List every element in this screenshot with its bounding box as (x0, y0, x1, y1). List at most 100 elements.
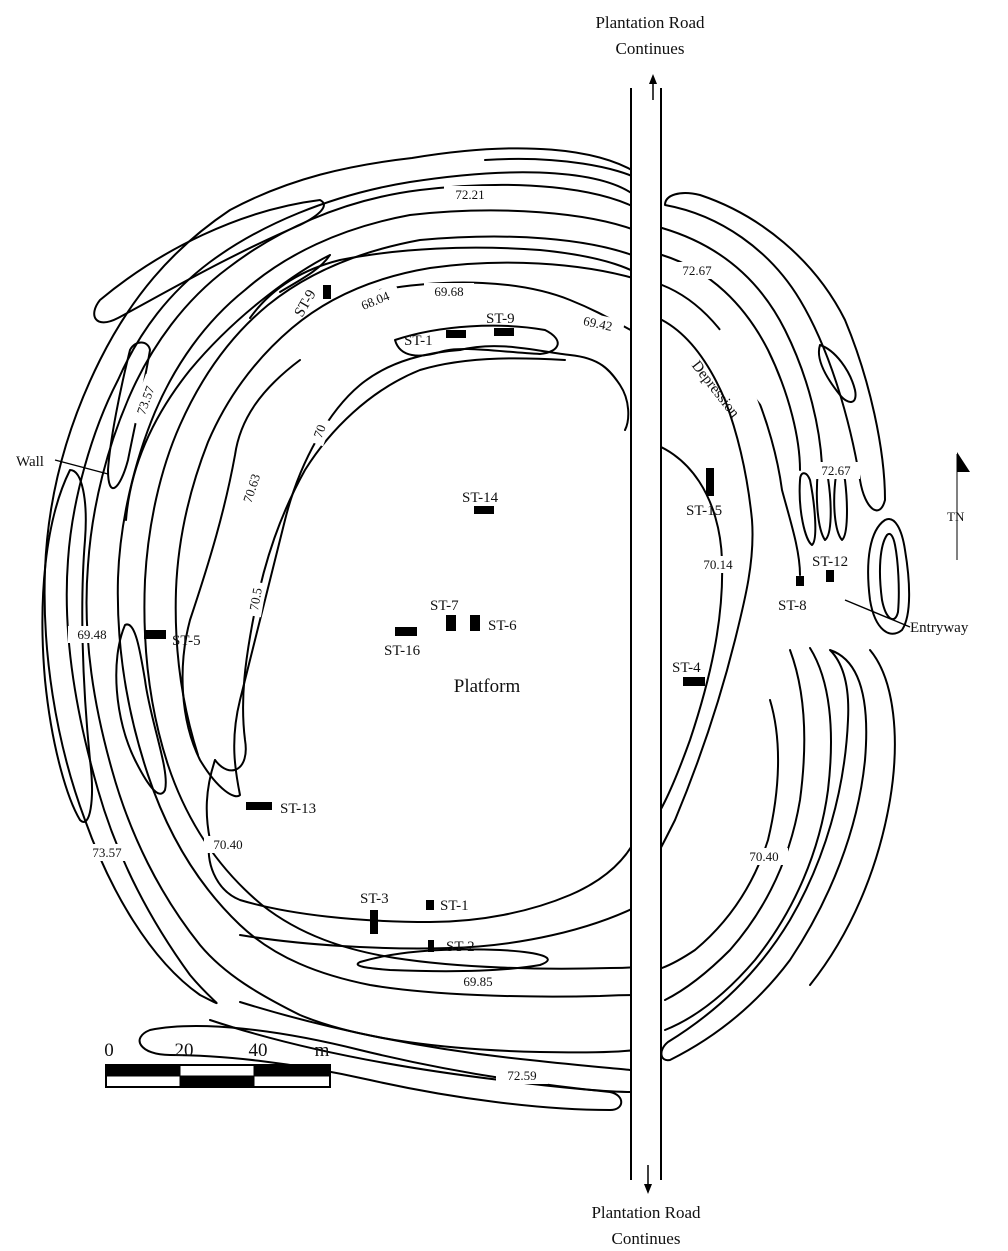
contour-label: 69.68 (434, 284, 463, 299)
scale-tick-label: 0 (104, 1040, 114, 1061)
contour-label: 72.59 (507, 1068, 536, 1083)
north-arrow: TN (947, 452, 970, 560)
contour-line (93, 199, 325, 324)
contour-line (459, 345, 630, 431)
test-pit-label: ST-14 (462, 490, 499, 506)
test-pit-marker (494, 328, 514, 336)
contour-line (639, 319, 754, 881)
contour-label: 72.67 (682, 263, 712, 278)
test-pit-marker (796, 576, 804, 586)
contour-label: 69.48 (77, 627, 106, 642)
contour-line (661, 284, 801, 576)
contour-line (214, 357, 566, 772)
contour-line (661, 699, 779, 969)
wall-label: Wall (16, 454, 44, 470)
entryway-leader (844, 599, 911, 628)
test-pit-label: ST-5 (172, 633, 201, 649)
contour-line (356, 948, 549, 973)
contour-line (205, 759, 216, 841)
plantation-road (630, 74, 662, 1194)
contour-line (115, 623, 167, 795)
test-pit-marker (474, 506, 494, 514)
test-pit-marker (246, 802, 272, 810)
contour-label: 72.67 (821, 463, 851, 478)
contour-line (817, 344, 857, 403)
arrow-up-icon (649, 74, 657, 84)
contour-line (664, 649, 806, 1001)
north-arrow-icon (957, 452, 970, 472)
contour-label: 69.42 (582, 313, 614, 334)
test-pit-label: ST-13 (280, 801, 316, 817)
contour-label: 73.57 (92, 845, 122, 860)
contour-line (143, 235, 641, 970)
contour-line (239, 1001, 631, 1071)
contour-line (107, 341, 151, 490)
contour-line (181, 349, 461, 798)
test-pit-marker (426, 900, 434, 910)
contour-line (798, 472, 817, 546)
wall-leader (54, 459, 109, 475)
contour-line (809, 649, 896, 986)
road-label-top-line2: Continues (616, 39, 685, 58)
test-pit-label: ST-8 (778, 598, 807, 614)
test-pit-label: ST-4 (672, 660, 701, 676)
test-pit-marker (706, 468, 714, 496)
contour-line (639, 439, 724, 841)
contour-line (85, 183, 641, 1054)
contour-line (207, 829, 641, 923)
test-pit-marker (370, 910, 378, 934)
test-pit-label: ST-6 (488, 618, 517, 634)
test-pits (144, 285, 834, 952)
test-pit-marker (428, 940, 434, 952)
test-pit-label: ST-9 (292, 287, 320, 320)
contour-line (867, 518, 911, 635)
platform-label: Platform (454, 676, 521, 697)
scale-tick-label: 20 (175, 1040, 194, 1061)
contour-line (209, 1019, 633, 1093)
contour-label: 70 (310, 422, 329, 439)
contour-line (664, 647, 832, 1031)
test-pit-marker (395, 627, 417, 636)
test-pit-label: ST-3 (360, 891, 389, 907)
contour-line (833, 469, 848, 541)
contour-line (138, 1025, 623, 1111)
contour-line (239, 904, 641, 950)
contour-line (664, 192, 886, 512)
contour-line (116, 209, 641, 998)
contour-line (878, 532, 900, 621)
road-label-top-line1: Plantation Road (595, 13, 705, 32)
contour-line (660, 649, 868, 1062)
contour-line (125, 254, 331, 521)
scale-unit-label: m (315, 1040, 330, 1061)
test-pit-label: ST-1 (440, 898, 469, 914)
contour-line (41, 469, 93, 823)
contour-label: 70.40 (213, 837, 242, 852)
test-pit-label: ST-1 (404, 333, 433, 349)
north-arrow-label: TN (947, 509, 965, 524)
test-pit-marker (826, 570, 834, 582)
test-pit-marker (144, 630, 166, 639)
road-label-bottom-line1: Plantation Road (591, 1203, 701, 1222)
test-pit-marker (323, 285, 331, 299)
scale-tick-label: 40 (249, 1040, 268, 1061)
test-pit-marker (470, 615, 480, 631)
test-pit-label: ST-7 (430, 598, 459, 614)
test-pit-marker (446, 330, 466, 338)
contour-label: 72.21 (455, 187, 484, 202)
test-pit-marker (446, 615, 456, 631)
test-pit-label: ST-12 (812, 554, 848, 570)
test-pit-label: ST-9 (486, 311, 515, 327)
road-label-bottom-line2: Continues (612, 1229, 681, 1248)
arrow-down-icon (644, 1184, 652, 1194)
contour-line (43, 147, 641, 1005)
contour-label: 70.5 (246, 587, 265, 612)
contour-line (174, 261, 641, 756)
contour-label: 69.85 (463, 974, 492, 989)
test-pit-labels: ST-9 ST-1 ST-9 ST-14 ST-15 ST-12 ST-8 ST… (172, 287, 848, 955)
test-pit-marker (683, 677, 705, 686)
contour-lines (41, 147, 911, 1111)
contour-line (661, 227, 823, 466)
contour-label: 70.14 (703, 557, 733, 572)
contour-label: 70.40 (749, 849, 778, 864)
